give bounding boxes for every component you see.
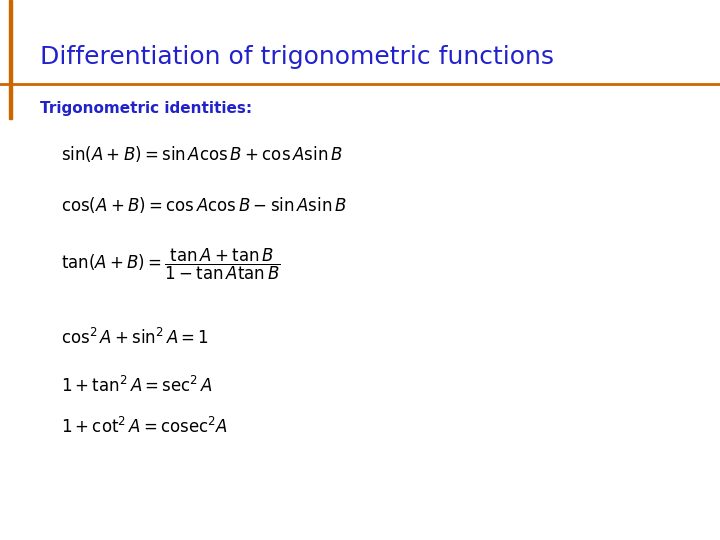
FancyBboxPatch shape bbox=[9, 84, 12, 119]
Text: $\tan(A + B) = \dfrac{\tan A + \tan B}{1 - \tan A \tan B}$: $\tan(A + B) = \dfrac{\tan A + \tan B}{1… bbox=[61, 247, 281, 282]
Text: $\sin(A + B) = \sin A \cos B + \cos A \sin B$: $\sin(A + B) = \sin A \cos B + \cos A \s… bbox=[61, 144, 343, 164]
Text: $1 + \cot^2 A = \mathrm{cosec}^2 A$: $1 + \cot^2 A = \mathrm{cosec}^2 A$ bbox=[61, 416, 228, 437]
Text: Differentiation of trigonometric functions: Differentiation of trigonometric functio… bbox=[40, 45, 554, 69]
Text: $\cos(A + B) = \cos A \cos B - \sin A \sin B$: $\cos(A + B) = \cos A \cos B - \sin A \s… bbox=[61, 195, 347, 215]
Text: $1 + \tan^2 A = \sec^2 A$: $1 + \tan^2 A = \sec^2 A$ bbox=[61, 376, 213, 396]
Text: $\cos^2 A + \sin^2 A = 1$: $\cos^2 A + \sin^2 A = 1$ bbox=[61, 327, 210, 348]
Text: Trigonometric identities:: Trigonometric identities: bbox=[40, 100, 252, 116]
FancyBboxPatch shape bbox=[9, 0, 12, 84]
